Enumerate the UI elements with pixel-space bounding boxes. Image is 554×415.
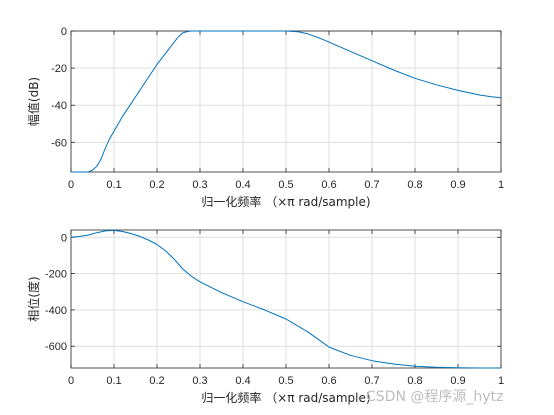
phase-xtick-label: 1 [498,375,504,387]
phase-xtick-label: 0.2 [149,375,164,387]
phase-xtick-label: 0.8 [407,375,422,387]
magnitude-xtick-label: 0.4 [235,179,250,191]
magnitude-xtick-label: 0.5 [278,179,293,191]
phase-ylabel: 相位(度) [26,276,41,321]
magnitude-ytick-label: -20 [51,63,67,75]
magnitude-series-line [71,30,502,173]
magnitude-xtick-label: 0.8 [407,179,422,191]
phase-xtick-label: 0.1 [106,375,121,387]
magnitude-xtick-label: 0.1 [106,179,121,191]
phase-xtick-label: 0.9 [450,375,465,387]
phase-ytick-label: 0 [61,232,67,244]
magnitude-ytick-label: -60 [51,137,67,149]
phase-xtick-label: 0.6 [321,375,336,387]
phase-ytick-label: -600 [45,341,67,353]
phase-xtick-label: 0.4 [235,375,250,387]
phase-series-line [70,229,501,369]
magnitude-xtick-label: 0.7 [364,179,379,191]
magnitude-ytick-label: -40 [51,100,67,112]
phase-xlabel: 归一化频率 （×π rad/sample) [201,390,370,405]
magnitude-ylabel: 幅值(dB) [26,77,41,126]
magnitude-xtick-label: 1 [498,179,504,191]
phase-ytick-label: -200 [45,269,67,281]
magnitude-xtick-label: 0 [68,179,74,191]
phase-xtick-label: 0.5 [278,375,293,387]
magnitude-xlabel: 归一化频率 （×π rad/sample) [201,194,370,209]
watermark: CSDN @程序源_hytz [366,389,504,405]
phase-ytick-label: -400 [45,305,67,317]
phase-xtick-label: 0 [68,375,74,387]
phase-xtick-label: 0.3 [192,375,207,387]
phase-xtick-label: 0.7 [364,375,379,387]
magnitude-ytick-label: 0 [61,26,67,38]
magnitude-xtick-label: 0.3 [192,179,207,191]
magnitude-axes: 0 0.1 0.2 0.3 0.4 0.5 0.6 0.7 0.8 0.9 1 0 -20 -40 -60 归… [26,26,504,209]
magnitude-xtick-label: 0.6 [321,179,336,191]
magnitude-xtick-label: 0.9 [450,179,465,191]
magnitude-xtick-label: 0.2 [149,179,164,191]
phase-axes: 0 0.1 0.2 0.3 0.4 0.5 0.6 0.7 0.8 0.9 1 0 -200 -400 -6… [26,229,504,405]
